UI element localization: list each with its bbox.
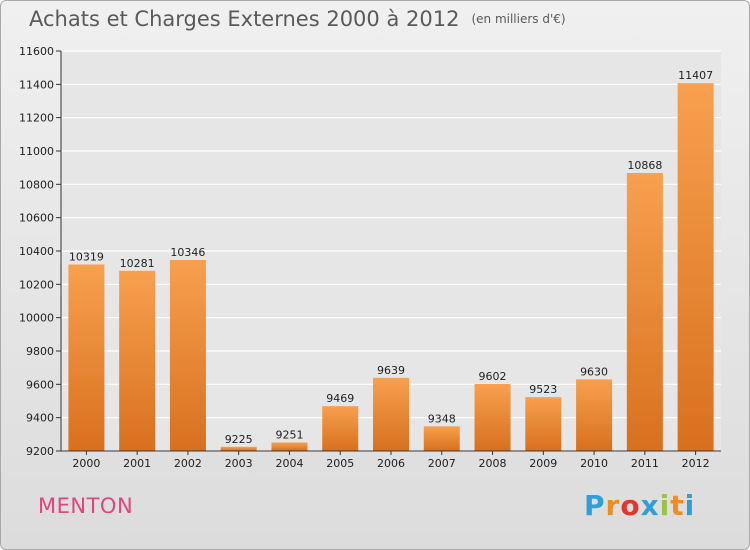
- value-label-2003: 9225: [225, 433, 253, 446]
- value-label-2008: 9602: [479, 370, 507, 383]
- bar-2002: [169, 260, 206, 451]
- proxiti-logo: Proxiti: [584, 489, 695, 522]
- value-label-2002: 10346: [170, 246, 205, 259]
- x-tick-label-2001: 2001: [123, 457, 151, 470]
- bar-2001: [119, 270, 156, 451]
- value-label-2001: 10281: [120, 257, 155, 270]
- x-tick-label-2003: 2003: [225, 457, 253, 470]
- bar-2012: [677, 83, 714, 452]
- logo-letter: o: [620, 489, 641, 522]
- y-tick-label: 11600: [19, 45, 54, 58]
- logo-letter: x: [640, 489, 660, 522]
- value-label-2011: 10868: [627, 159, 662, 172]
- y-tick-label: 9800: [26, 345, 54, 358]
- bar-2005: [322, 406, 359, 451]
- x-tick-label-2006: 2006: [377, 457, 405, 470]
- x-tick-label-2011: 2011: [631, 457, 659, 470]
- value-label-2010: 9630: [580, 365, 608, 378]
- logo-letter: t: [670, 489, 685, 522]
- bar-2006: [373, 377, 409, 451]
- y-tick-label: 9600: [26, 378, 54, 391]
- x-tick-label-2000: 2000: [72, 457, 100, 470]
- x-tick-label-2010: 2010: [580, 457, 608, 470]
- x-tick-label-2004: 2004: [275, 457, 303, 470]
- bar-2008: [474, 384, 511, 451]
- value-labels: 10319 10281 10346 9225 9251 9469 9639 9348 9602 9…: [69, 69, 713, 446]
- value-label-2004: 9251: [275, 429, 303, 442]
- bar-2004: [271, 442, 308, 451]
- axes: 9200 9400 9600 9800 10000 10200 10400 10600 1080…: [19, 45, 721, 470]
- bar-2007: [423, 426, 460, 451]
- x-tick-label-2007: 2007: [428, 457, 456, 470]
- bar-2009: [525, 397, 562, 451]
- value-label-2006: 9639: [377, 364, 405, 377]
- bar-2003: [220, 446, 257, 451]
- x-tick-label-2008: 2008: [479, 457, 507, 470]
- y-tick-label: 10400: [19, 245, 54, 258]
- x-tick-label-2002: 2002: [174, 457, 202, 470]
- x-tick-label-2005: 2005: [326, 457, 354, 470]
- logo-letter: r: [605, 489, 621, 522]
- chart-title-text: Achats et Charges Externes 2000 à 2012: [29, 7, 460, 31]
- chart-subtitle: (en milliers d'€): [471, 12, 566, 26]
- x-tick-label-2012: 2012: [682, 457, 710, 470]
- y-tick-label: 9200: [26, 445, 54, 458]
- y-tick-label: 10200: [19, 278, 54, 291]
- x-tick-label-2009: 2009: [529, 457, 557, 470]
- value-label-2007: 9348: [428, 412, 456, 425]
- value-label-2009: 9523: [529, 383, 557, 396]
- value-label-2000: 10319: [69, 251, 104, 264]
- bar-2010: [576, 379, 613, 451]
- y-tick-label: 11400: [19, 78, 54, 91]
- bars-group: [68, 83, 714, 452]
- y-tick-label: 11000: [19, 145, 54, 158]
- logo-letter: P: [584, 489, 606, 522]
- y-tick-label: 9400: [26, 412, 54, 425]
- bar-2011: [626, 173, 663, 451]
- value-label-2005: 9469: [326, 392, 354, 405]
- y-tick-label: 10600: [19, 212, 54, 225]
- y-tick-label: 10000: [19, 312, 54, 325]
- commune-name: MENTON: [38, 494, 134, 518]
- logo-letter: i: [684, 489, 696, 522]
- value-label-2012: 11407: [678, 69, 713, 82]
- y-tick-label: 11200: [19, 112, 54, 125]
- logo-letter: i: [659, 489, 671, 522]
- y-tick-label: 10800: [19, 178, 54, 191]
- bar-2000: [68, 264, 105, 451]
- chart-title: Achats et Charges Externes 2000 à 2012 (e…: [29, 7, 566, 31]
